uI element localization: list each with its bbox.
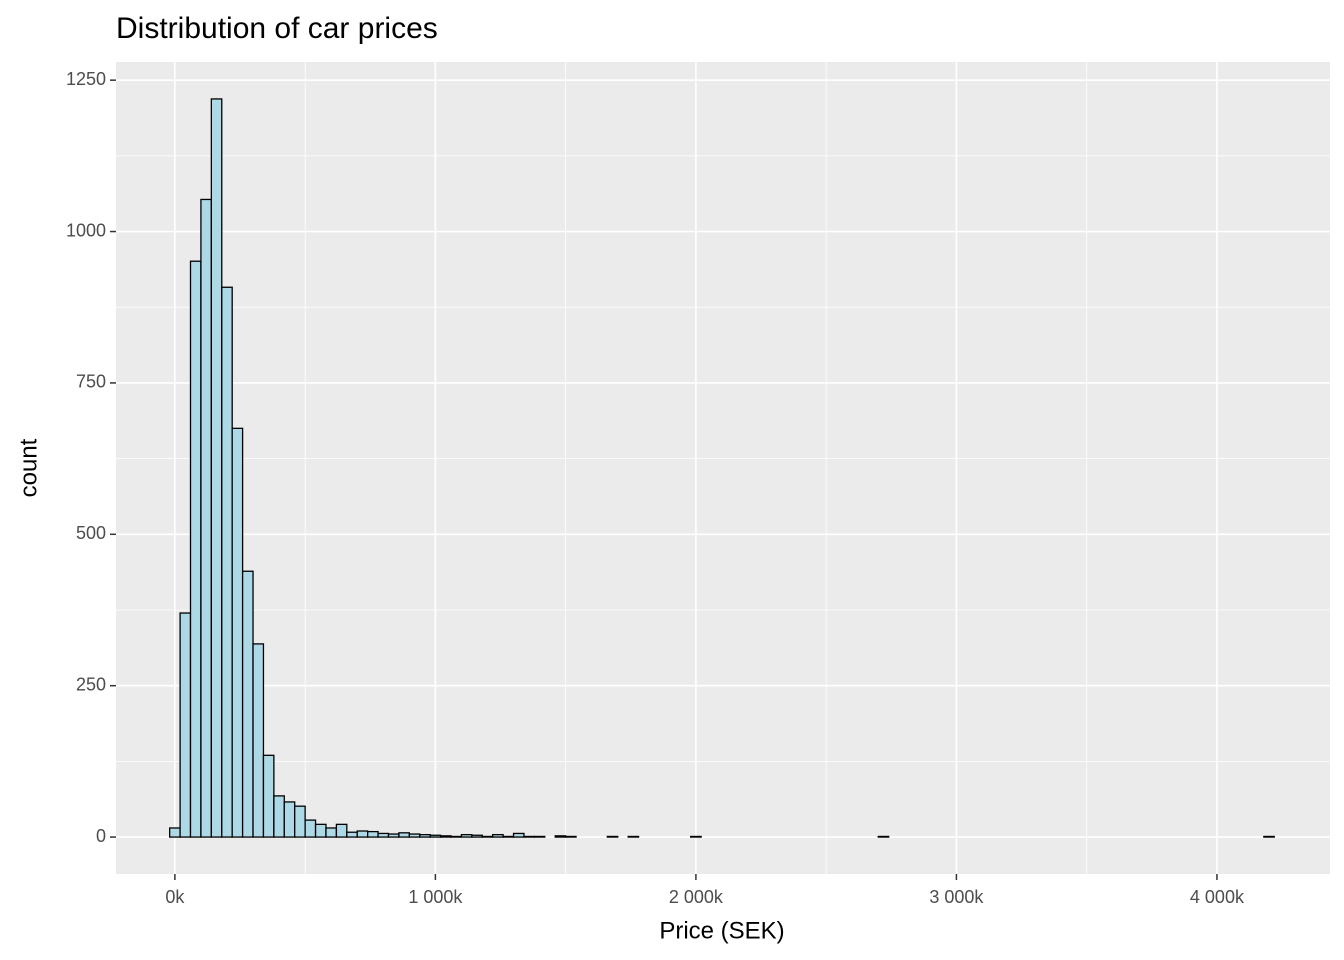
bar [221, 286, 233, 838]
bar [252, 643, 265, 838]
bar [450, 835, 463, 838]
bar [460, 833, 473, 838]
bar [356, 830, 369, 838]
y-tick-label: 500 [76, 523, 106, 543]
bar [241, 570, 254, 838]
x-tick-label: 3 000k [929, 887, 984, 907]
bar [502, 835, 515, 838]
bar [231, 427, 244, 838]
bar [419, 833, 431, 838]
y-tick-label: 250 [76, 674, 106, 694]
bar [200, 198, 212, 838]
bar [169, 827, 181, 838]
bar [1263, 835, 1275, 838]
bar [377, 832, 390, 838]
bar [210, 98, 223, 838]
bar [606, 835, 619, 838]
bar [512, 832, 525, 838]
bar [179, 612, 192, 838]
bar [481, 835, 494, 838]
bar [408, 833, 421, 838]
y-axis-label: count [15, 438, 42, 497]
chart-title: Distribution of car prices [116, 12, 438, 45]
bar [627, 835, 640, 838]
bar [325, 827, 338, 838]
panel [116, 62, 1330, 874]
x-axis-label: Price (SEK) [659, 917, 784, 944]
y-tick-label: 1000 [66, 220, 106, 240]
bar [387, 833, 400, 838]
bar [304, 819, 317, 838]
bar [367, 830, 379, 838]
bar [877, 835, 890, 838]
bar [690, 835, 702, 838]
bar [273, 795, 285, 838]
y-tick-label: 0 [96, 826, 106, 846]
x-tick-label: 4 000k [1190, 887, 1245, 907]
bar [429, 834, 442, 838]
bar [554, 835, 567, 838]
bar [533, 835, 546, 838]
bar [471, 834, 483, 838]
bar [335, 823, 348, 838]
bar [523, 835, 536, 838]
bar [564, 835, 577, 838]
bar [294, 805, 306, 838]
y-tick-label: 1250 [66, 69, 106, 89]
bar [346, 831, 358, 838]
bar [283, 801, 296, 838]
bar [314, 823, 327, 838]
bar [262, 754, 275, 838]
x-tick-label: 2 000k [669, 887, 724, 907]
bar [398, 832, 410, 838]
x-tick-label: 0k [165, 887, 185, 907]
y-tick-label: 750 [76, 372, 106, 392]
x-tick-label: 1 000k [408, 887, 463, 907]
bar [439, 835, 452, 838]
bar [492, 833, 504, 838]
bar [189, 260, 202, 838]
